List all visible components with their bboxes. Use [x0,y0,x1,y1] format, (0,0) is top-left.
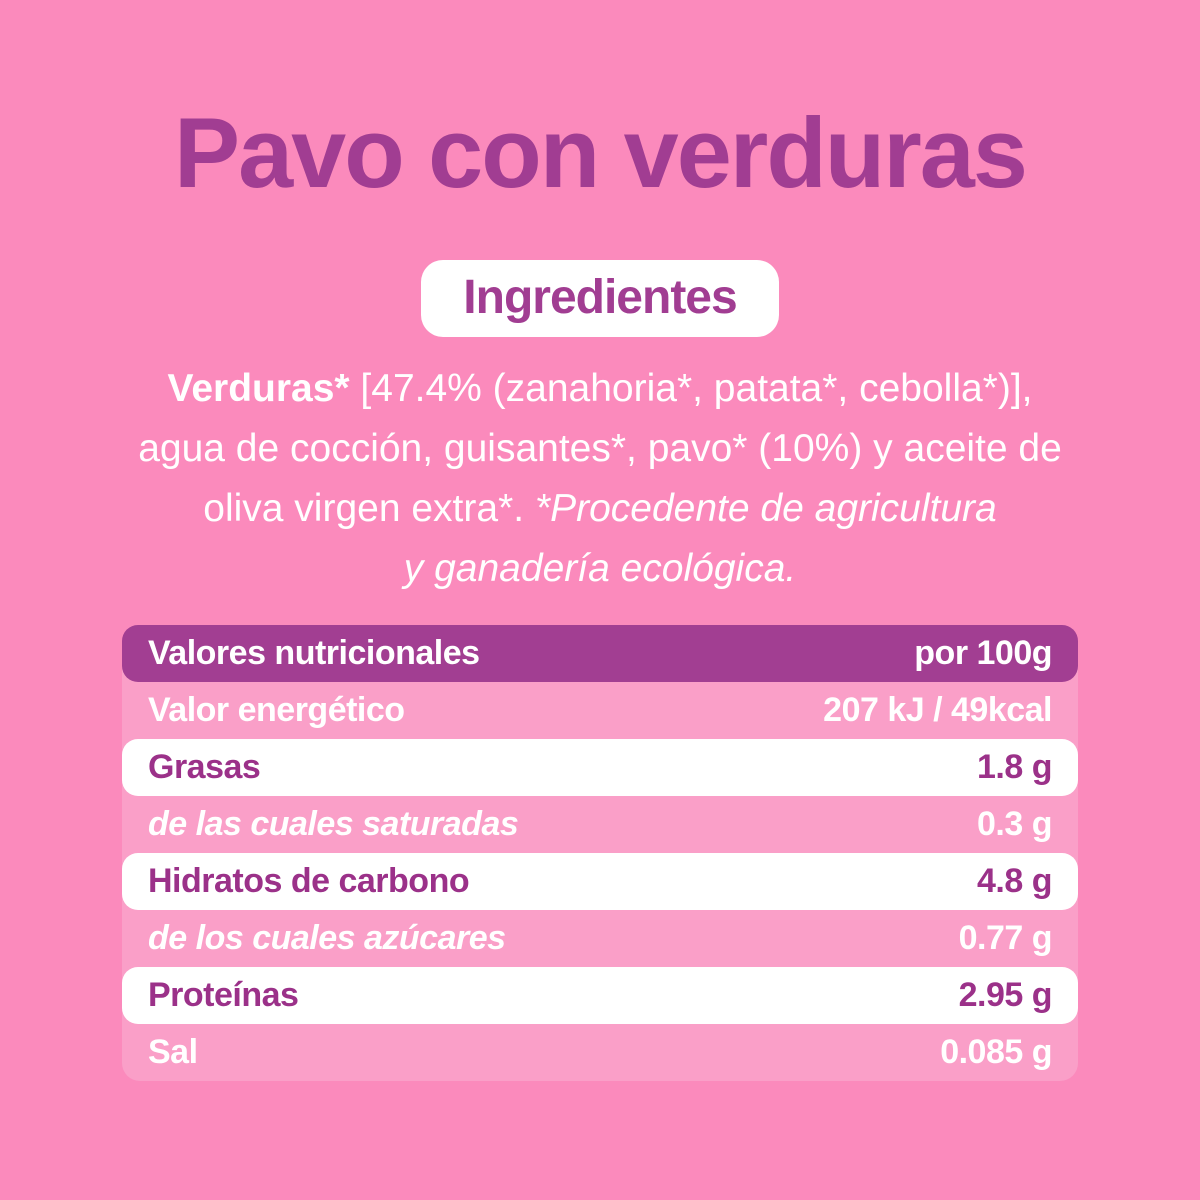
ingredients-line-1-rest: [47.4% (zanahoria*, patata*, cebolla*)], [349,366,1033,410]
row-value-saturadas: 0.3 g [977,804,1052,843]
row-value-grasas: 1.8 g [977,747,1052,786]
ingredients-badge-wrap: Ingredientes [0,260,1200,337]
ingredients-badge-label: Ingredientes [463,271,737,324]
table-row-hidratos: Hidratos de carbono 4.8 g [122,852,1078,910]
ingredients-text: Verduras* [47.4% (zanahoria*, patata*, c… [95,359,1105,599]
table-row-sal: Sal 0.085 g [122,1024,1078,1081]
row-label-sal: Sal [148,1032,198,1071]
table-row-saturadas: de las cuales saturadas 0.3 g [122,796,1078,853]
nutrition-table-header-row: Valores nutricionales por 100g [122,624,1078,682]
nutrition-table-header-value: por 100g [914,633,1052,672]
ingredients-line-1: Verduras* [47.4% (zanahoria*, patata*, c… [95,359,1105,419]
ingredients-line-1-bold: Verduras* [167,366,350,410]
row-value-hidratos: 4.8 g [977,861,1052,900]
table-row-grasas: Grasas 1.8 g [122,738,1078,796]
row-label-proteinas: Proteínas [148,975,299,1014]
row-value-energia: 207 kJ / 49kcal [823,690,1052,729]
row-label-saturadas: de las cuales saturadas [148,804,519,843]
table-row-proteinas: Proteínas 2.95 g [122,966,1078,1024]
row-label-hidratos: Hidratos de carbono [148,861,470,900]
row-value-proteinas: 2.95 g [958,975,1053,1014]
product-title: Pavo con verduras [174,97,1028,208]
ingredients-line-3: oliva virgen extra*. *Procedente de agri… [95,479,1105,539]
ingredients-line-2: agua de cocción, guisantes*, pavo* (10%)… [138,426,1062,470]
row-value-azucares: 0.77 g [958,918,1053,957]
ingredients-line-4: y ganadería ecológica. [403,546,797,590]
table-row-azucares: de los cuales azúcares 0.77 g [122,910,1078,967]
row-value-sal: 0.085 g [940,1032,1052,1071]
table-row-energia: Valor energético 207 kJ / 49kcal [122,682,1078,739]
row-label-azucares: de los cuales azúcares [148,918,506,957]
row-label-energia: Valor energético [148,690,405,729]
nutrition-table-header-label: Valores nutricionales [148,633,480,672]
ingredients-line-3-regular: oliva virgen extra*. [203,486,535,530]
nutrition-table: Valores nutricionales por 100g Valor ene… [122,624,1078,1081]
ingredients-badge: Ingredientes [421,260,779,337]
ingredients-line-3-italic: *Procedente de agricultura [534,486,997,530]
row-label-grasas: Grasas [148,747,261,786]
